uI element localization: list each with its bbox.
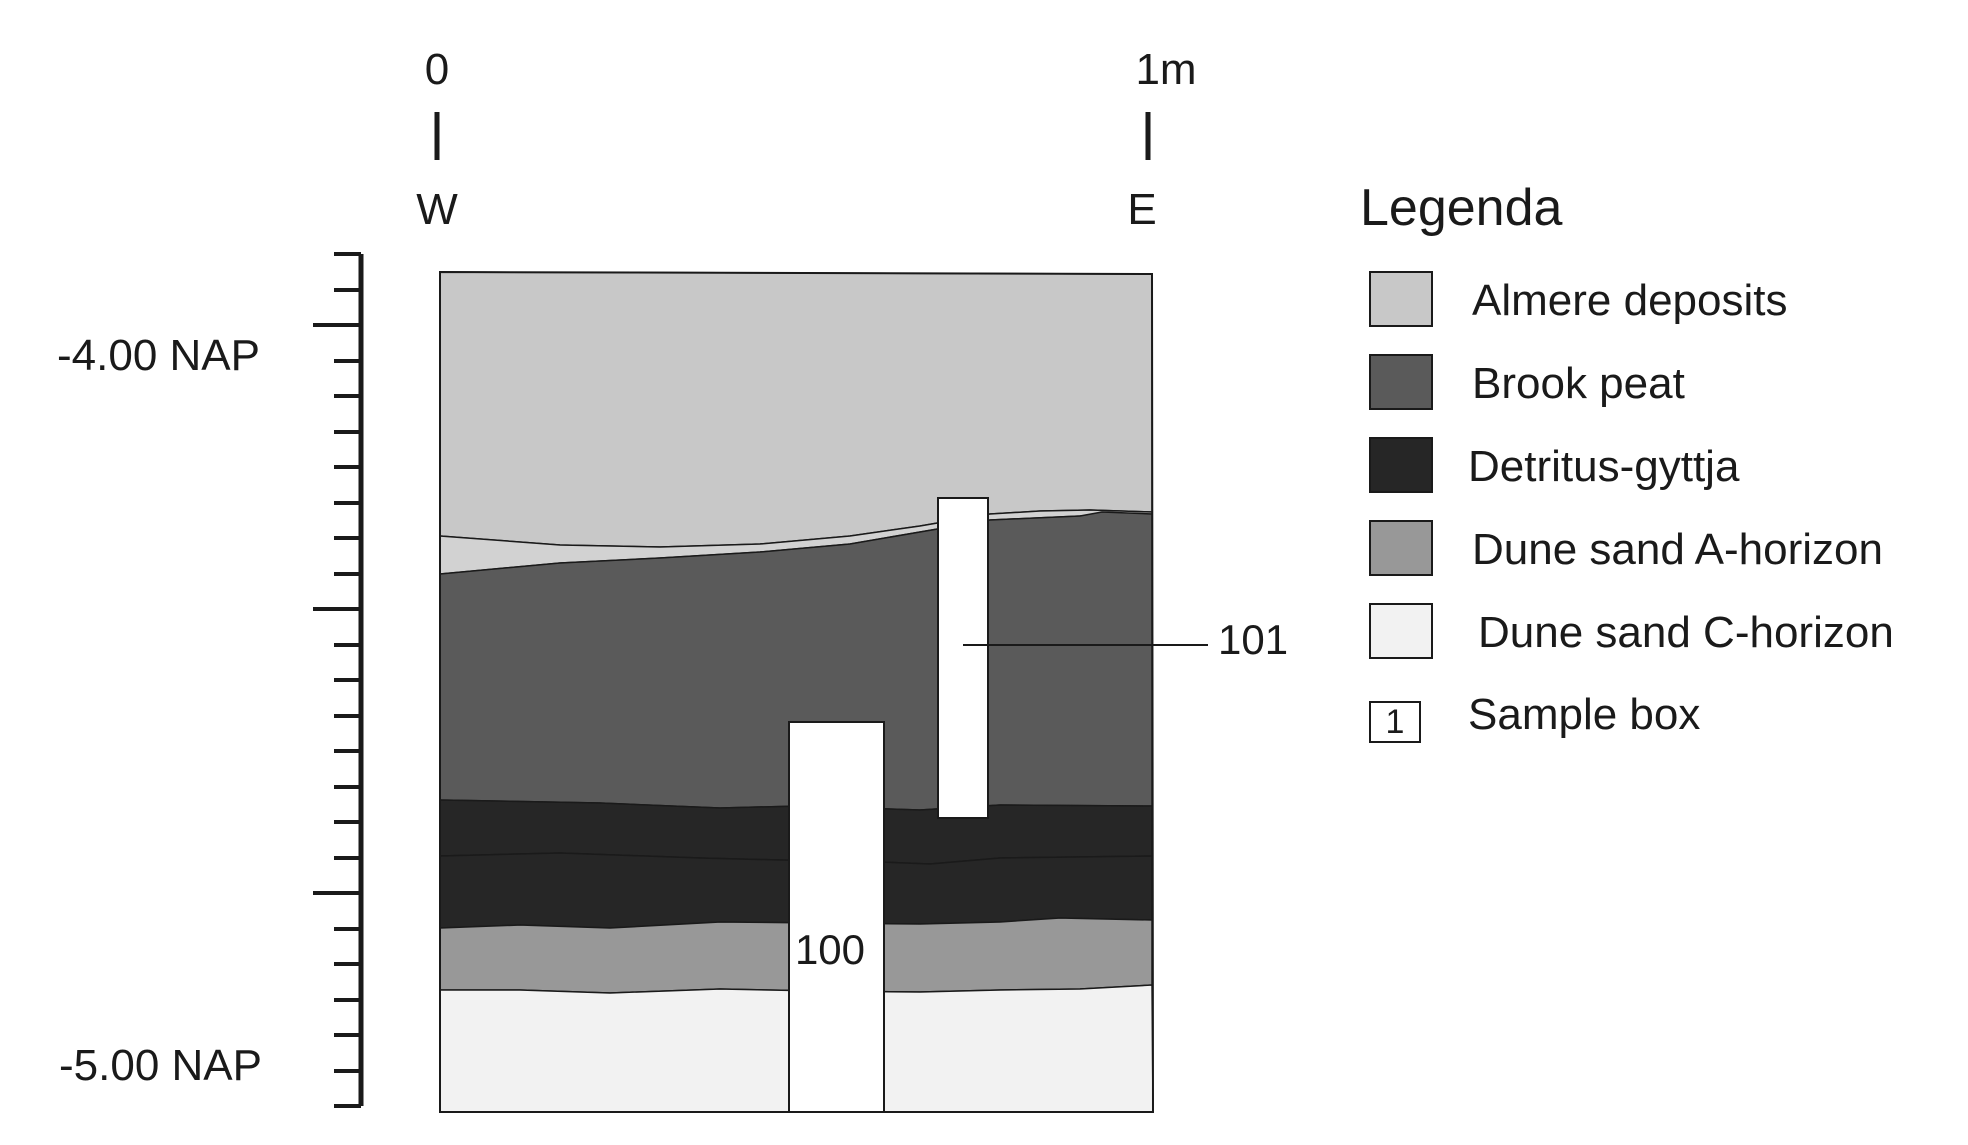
legend-sample-box-swatch <box>1369 701 1421 743</box>
legend-swatch <box>1369 603 1433 659</box>
legend: Legenda Almere deposits Brook peat Detritu… <box>1360 179 1894 743</box>
legend-item-label: Dune sand A-horizon <box>1472 525 1883 574</box>
depth-label-upper: -4.00 NAP <box>57 331 260 380</box>
sample-box-100-label: 100 <box>795 926 865 973</box>
sample-boxes: 100 101 <box>788 497 1288 1113</box>
legend-item-label: Detritus-gyttja <box>1468 442 1740 491</box>
legend-title: Legenda <box>1360 179 1563 237</box>
legend-item-label: Almere deposits <box>1472 276 1787 325</box>
legend-sample-box-symbol: 1 <box>1386 703 1405 741</box>
legend-sample-box-label: Sample box <box>1468 690 1700 739</box>
legend-item-label: Brook peat <box>1472 359 1685 408</box>
horizontal-scale: 0 1m W E <box>416 45 1196 234</box>
depth-ticks <box>313 252 361 1108</box>
sample-box-101-label: 101 <box>1218 616 1288 663</box>
layer-almere-deposits <box>439 271 1153 548</box>
legend-item-label: Dune sand C-horizon <box>1478 608 1894 657</box>
profile-outline <box>439 270 1155 1113</box>
east-direction-label: E <box>1127 185 1156 234</box>
legend-items: Almere deposits Brook peat Detritus-gyttja… <box>1369 271 1894 659</box>
legend-swatch <box>1369 271 1433 327</box>
depth-label-lower: -5.00 NAP <box>59 1041 262 1090</box>
west-direction-label: W <box>416 185 458 234</box>
legend-swatch <box>1369 437 1433 493</box>
legend-swatch <box>1369 354 1433 410</box>
legend-swatch <box>1369 520 1433 576</box>
sample-box-100 <box>788 721 885 1113</box>
scale-end-label: 1m <box>1135 45 1196 94</box>
depth-scale: -4.00 NAP -5.00 NAP <box>57 252 364 1108</box>
sample-box-101 <box>937 497 989 819</box>
scale-start-label: 0 <box>425 45 449 94</box>
